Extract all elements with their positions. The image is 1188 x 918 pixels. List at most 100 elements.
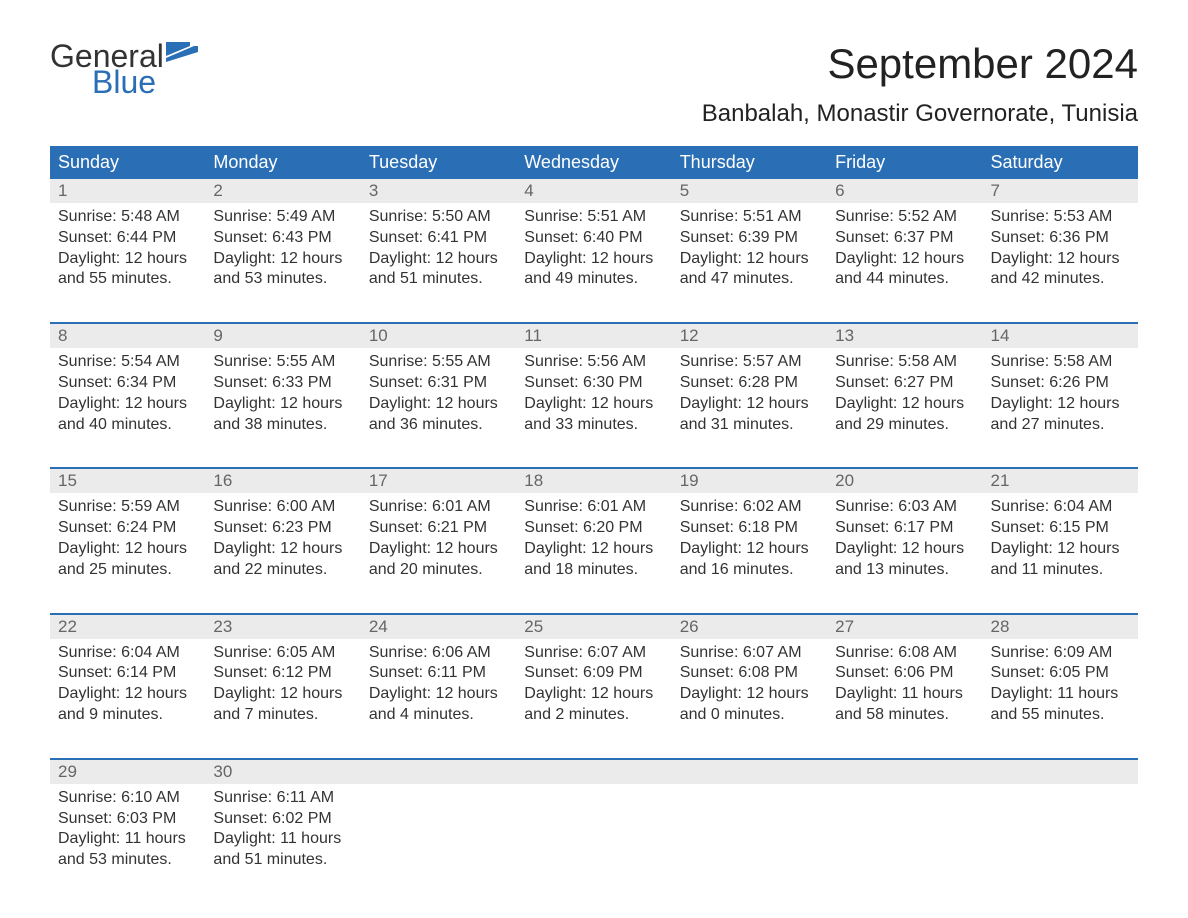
day-body: Sunrise: 6:10 AMSunset: 6:03 PMDaylight:… [50, 784, 205, 875]
calendar-day: . [361, 760, 516, 875]
weekday-thu: Thursday [672, 146, 827, 179]
day-body: Sunrise: 6:01 AMSunset: 6:21 PMDaylight:… [361, 493, 516, 584]
day-number: 18 [516, 469, 671, 493]
sunrise-line: Sunrise: 5:56 AM [524, 352, 663, 373]
day-number: . [361, 760, 516, 784]
day-number: 6 [827, 179, 982, 203]
calendar-day: 4Sunrise: 5:51 AMSunset: 6:40 PMDaylight… [516, 179, 671, 294]
daylight-line: Daylight: 11 hours and 55 minutes. [991, 684, 1130, 726]
day-number: 3 [361, 179, 516, 203]
sunrise-line: Sunrise: 5:59 AM [58, 497, 197, 518]
daylight-line: Daylight: 12 hours and 20 minutes. [369, 539, 508, 581]
calendar-day: . [516, 760, 671, 875]
sunrise-line: Sunrise: 6:05 AM [213, 643, 352, 664]
sunset-line: Sunset: 6:14 PM [58, 663, 197, 684]
weekday-mon: Monday [205, 146, 360, 179]
month-title: September 2024 [702, 40, 1138, 88]
day-number: 28 [983, 615, 1138, 639]
calendar-day: 1Sunrise: 5:48 AMSunset: 6:44 PMDaylight… [50, 179, 205, 294]
daylight-line: Daylight: 12 hours and 18 minutes. [524, 539, 663, 581]
sunrise-line: Sunrise: 5:55 AM [369, 352, 508, 373]
sunset-line: Sunset: 6:40 PM [524, 228, 663, 249]
calendar-day: 29Sunrise: 6:10 AMSunset: 6:03 PMDayligh… [50, 760, 205, 875]
sunset-line: Sunset: 6:36 PM [991, 228, 1130, 249]
day-number: 11 [516, 324, 671, 348]
calendar-day: 20 Sunrise: 6:03 AMSunset: 6:17 PMDayligh… [827, 469, 982, 584]
sunrise-line: Sunrise: 5:51 AM [524, 207, 663, 228]
day-number: 23 [205, 615, 360, 639]
day-body: Sunrise: 5:55 AMSunset: 6:33 PMDaylight:… [205, 348, 360, 439]
daylight-line: Daylight: 12 hours and 13 minutes. [835, 539, 974, 581]
calendar-day: 28Sunrise: 6:09 AMSunset: 6:05 PMDayligh… [983, 615, 1138, 730]
sunrise-line: Sunrise: 6:06 AM [369, 643, 508, 664]
day-body: Sunrise: 5:59 AMSunset: 6:24 PMDaylight:… [50, 493, 205, 584]
calendar-day: . [672, 760, 827, 875]
daylight-line: Daylight: 11 hours and 51 minutes. [213, 829, 352, 871]
sunset-line: Sunset: 6:37 PM [835, 228, 974, 249]
sunrise-line: Sunrise: 6:03 AM [835, 497, 974, 518]
daylight-line: Daylight: 12 hours and 9 minutes. [58, 684, 197, 726]
sunrise-line: Sunrise: 6:09 AM [991, 643, 1130, 664]
daylight-line: Daylight: 12 hours and 33 minutes. [524, 394, 663, 436]
daylight-line: Daylight: 12 hours and 53 minutes. [213, 249, 352, 291]
sunset-line: Sunset: 6:26 PM [991, 373, 1130, 394]
sunset-line: Sunset: 6:17 PM [835, 518, 974, 539]
calendar-day: 19Sunrise: 6:02 AMSunset: 6:18 PMDayligh… [672, 469, 827, 584]
calendar-day: 22Sunrise: 6:04 AMSunset: 6:14 PMDayligh… [50, 615, 205, 730]
day-number: 29 [50, 760, 205, 784]
sunset-line: Sunset: 6:08 PM [680, 663, 819, 684]
day-body: Sunrise: 5:58 AMSunset: 6:27 PMDaylight:… [827, 348, 982, 439]
daylight-line: Daylight: 12 hours and 7 minutes. [213, 684, 352, 726]
day-body: Sunrise: 5:50 AMSunset: 6:41 PMDaylight:… [361, 203, 516, 294]
sunrise-line: Sunrise: 6:07 AM [680, 643, 819, 664]
calendar-day: 27Sunrise: 6:08 AMSunset: 6:06 PMDayligh… [827, 615, 982, 730]
sunset-line: Sunset: 6:39 PM [680, 228, 819, 249]
day-body: Sunrise: 5:55 AMSunset: 6:31 PMDaylight:… [361, 348, 516, 439]
week-row: 1Sunrise: 5:48 AMSunset: 6:44 PMDaylight… [50, 179, 1138, 294]
sunset-line: Sunset: 6:31 PM [369, 373, 508, 394]
sunrise-line: Sunrise: 5:58 AM [835, 352, 974, 373]
sunset-line: Sunset: 6:27 PM [835, 373, 974, 394]
daylight-line: Daylight: 12 hours and 16 minutes. [680, 539, 819, 581]
sunset-line: Sunset: 6:43 PM [213, 228, 352, 249]
day-number: 30 [205, 760, 360, 784]
day-body: Sunrise: 5:48 AMSunset: 6:44 PMDaylight:… [50, 203, 205, 294]
calendar-day: 25Sunrise: 6:07 AMSunset: 6:09 PMDayligh… [516, 615, 671, 730]
sunset-line: Sunset: 6:15 PM [991, 518, 1130, 539]
day-number: . [983, 760, 1138, 784]
day-body: Sunrise: 5:54 AMSunset: 6:34 PMDaylight:… [50, 348, 205, 439]
day-number: 26 [672, 615, 827, 639]
day-number: 19 [672, 469, 827, 493]
sunset-line: Sunset: 6:09 PM [524, 663, 663, 684]
title-block: September 2024 Banbalah, Monastir Govern… [702, 40, 1138, 128]
sunrise-line: Sunrise: 5:58 AM [991, 352, 1130, 373]
day-number: 17 [361, 469, 516, 493]
sunrise-line: Sunrise: 6:01 AM [524, 497, 663, 518]
calendar-day: 30Sunrise: 6:11 AMSunset: 6:02 PMDayligh… [205, 760, 360, 875]
day-body: Sunrise: 6:09 AMSunset: 6:05 PMDaylight:… [983, 639, 1138, 730]
day-body: Sunrise: 5:49 AMSunset: 6:43 PMDaylight:… [205, 203, 360, 294]
daylight-line: Daylight: 12 hours and 25 minutes. [58, 539, 197, 581]
day-body: Sunrise: 5:51 AMSunset: 6:39 PMDaylight:… [672, 203, 827, 294]
sunset-line: Sunset: 6:34 PM [58, 373, 197, 394]
day-body: Sunrise: 6:07 AMSunset: 6:08 PMDaylight:… [672, 639, 827, 730]
daylight-line: Daylight: 12 hours and 44 minutes. [835, 249, 974, 291]
day-number: 15 [50, 469, 205, 493]
day-number: 2 [205, 179, 360, 203]
sunset-line: Sunset: 6:18 PM [680, 518, 819, 539]
weekday-sat: Saturday [983, 146, 1138, 179]
day-body: Sunrise: 6:04 AMSunset: 6:14 PMDaylight:… [50, 639, 205, 730]
weekday-sun: Sunday [50, 146, 205, 179]
day-number: 20 [827, 469, 982, 493]
calendar-day: 26Sunrise: 6:07 AMSunset: 6:08 PMDayligh… [672, 615, 827, 730]
day-body: Sunrise: 6:02 AMSunset: 6:18 PMDaylight:… [672, 493, 827, 584]
day-number: 24 [361, 615, 516, 639]
calendar: Sunday Monday Tuesday Wednesday Thursday… [50, 146, 1138, 875]
daylight-line: Daylight: 11 hours and 53 minutes. [58, 829, 197, 871]
weekday-header: Sunday Monday Tuesday Wednesday Thursday… [50, 146, 1138, 179]
day-number: . [516, 760, 671, 784]
calendar-day: 15Sunrise: 5:59 AMSunset: 6:24 PMDayligh… [50, 469, 205, 584]
calendar-day: 12Sunrise: 5:57 AMSunset: 6:28 PMDayligh… [672, 324, 827, 439]
day-body: Sunrise: 5:53 AMSunset: 6:36 PMDaylight:… [983, 203, 1138, 294]
sunset-line: Sunset: 6:20 PM [524, 518, 663, 539]
